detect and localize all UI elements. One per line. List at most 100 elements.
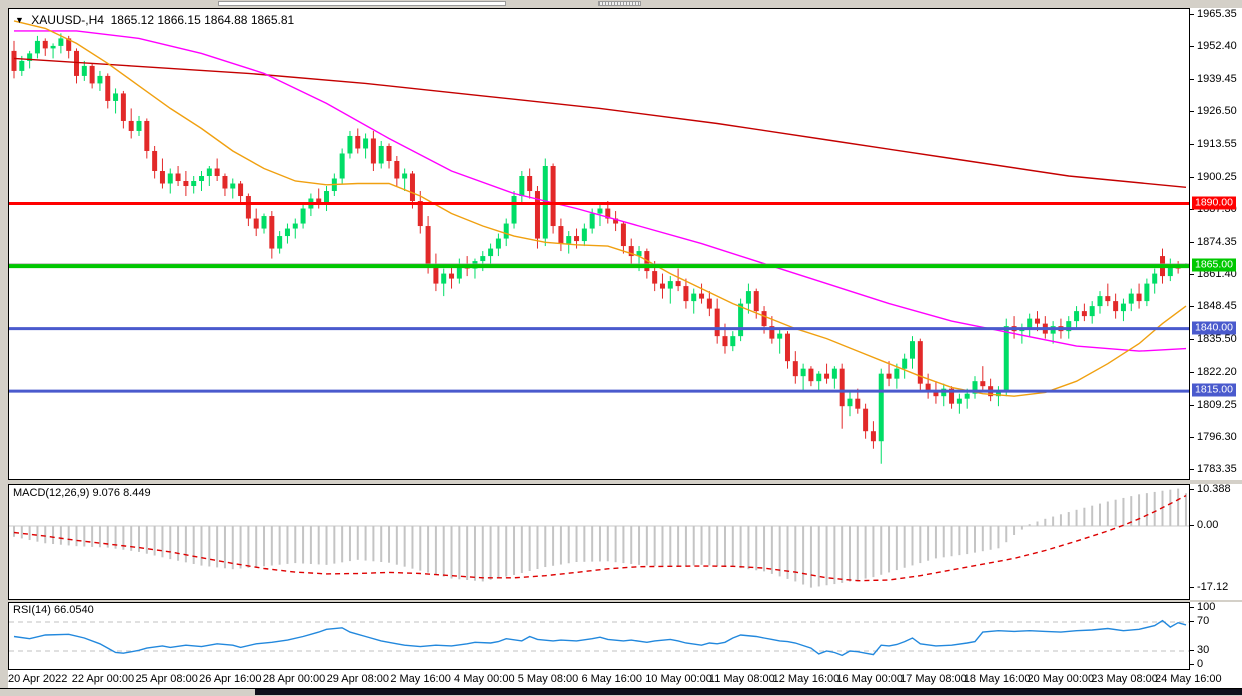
price-tick [1190,404,1194,406]
time-axis-label: 16 May 00:00 [836,673,904,685]
rsi-tick [1190,607,1194,608]
rsi-axis-label: 70 [1197,615,1210,627]
macd-histogram [13,488,1187,588]
time-axis-label: 4 May 00:00 [454,673,515,685]
candles [11,33,1189,464]
taskbar-fragment [255,689,1242,695]
macd-values: 9.076 8.449 [92,487,151,499]
time-axis-label: 24 May 16:00 [1154,673,1222,685]
price-chart-panel[interactable] [8,8,1190,480]
time-axis-label: 11 May 08:00 [708,673,775,685]
rsi-axis-label: 0 [1197,658,1204,670]
price-axis-label: 1939.45 [1197,72,1237,85]
price-axis-label: 1835.50 [1197,332,1237,345]
time-axis-label: 20 Apr 2022 [8,673,68,685]
ma-fast-orange[interactable] [13,20,1187,397]
open-value: 1865.12 [110,13,155,27]
price-axis-label: 1822.20 [1197,366,1237,379]
rsi-tick [1190,621,1194,622]
price-tick [1190,143,1194,145]
rsi-axis-label: 100 [1197,602,1216,613]
time-axis-label: 20 May 00:00 [1027,673,1095,685]
price-tick [1190,469,1194,471]
low-value: 1864.88 [204,13,248,27]
chart-title: ▼ XAUUSD-,H4 1865.12 1866.15 1864.88 186… [15,13,294,27]
macd-label: MACD(12,26,9) 9.076 8.449 [13,487,151,499]
price-tick [1190,436,1194,438]
price-tick [1190,209,1194,211]
macd-axis[interactable]: 10.388 0.00 -17.12 [1190,484,1242,600]
window-top-edge [0,0,1242,8]
macd-signal-line[interactable] [13,494,1187,582]
time-axis-label: 17 May 08:00 [900,673,967,685]
bottom-border-line [0,688,1242,689]
macd-axis-label: 10.388 [1197,484,1231,495]
price-tick [1190,111,1194,113]
price-tick [1190,176,1194,178]
rsi-label: RSI(14) 66.0540 [13,604,94,616]
macd-chart-canvas[interactable] [9,485,1190,600]
time-axis-label: 5 May 08:00 [517,673,579,685]
rsi-chart-canvas[interactable] [9,603,1190,670]
macd-tick [1190,525,1194,526]
price-tick [1190,338,1194,340]
price-axis-label: 1874.35 [1197,235,1237,248]
time-axis-label: 25 Apr 08:00 [135,673,198,685]
price-axis[interactable]: 1965.35 1952.40 1939.45 1926.50 1913.55 1900.… [1190,8,1242,480]
rsi-axis-label: 30 [1197,644,1210,656]
time-axis-label: 18 May 16:00 [963,673,1031,685]
rsi-value: 66.0540 [53,604,94,616]
price-axis-label: 1848.45 [1197,300,1237,313]
price-tick [1190,14,1194,15]
price-badge-1840.00: 1840.00 [1192,321,1236,335]
macd-axis-label: -17.12 [1197,580,1229,593]
macd-axis-label: 0.00 [1197,519,1219,531]
rsi-axis[interactable]: 100 70 30 0 [1190,602,1242,670]
dropdown-triangle-icon[interactable]: ▼ [15,15,24,25]
price-axis-label: 1900.25 [1197,170,1237,183]
time-axis-label: 2 May 16:00 [390,673,451,685]
time-axis[interactable]: 20 Apr 2022 22 Apr 00:00 25 Apr 08:00 26 Ap… [8,670,1242,688]
rsi-tick [1190,650,1194,651]
price-tick [1190,46,1194,48]
rsi-line[interactable] [13,619,1187,657]
ma-mid-magenta[interactable] [14,30,1187,352]
time-axis-label: 10 May 00:00 [645,673,712,685]
macd-tick [1190,586,1194,588]
rsi-panel[interactable] [8,602,1190,670]
time-axis-label: 29 Apr 08:00 [326,673,389,685]
window-bottom-edge [0,688,1242,696]
price-axis-label: 1926.50 [1197,105,1237,118]
time-axis-label: 6 May 16:00 [581,673,643,685]
price-axis-label: 1783.35 [1197,463,1237,476]
price-badge-1815.00: 1815.00 [1192,383,1236,397]
rsi-tick [1190,664,1194,665]
high-value: 1866.15 [157,13,201,27]
close-value: 1865.81 [250,13,295,27]
macd-panel[interactable] [8,484,1190,600]
price-tick [1190,78,1194,80]
candlestick-chart-canvas[interactable] [9,9,1190,480]
time-axis-label: 22 Apr 00:00 [71,673,135,685]
ma-slow-darkred[interactable] [13,57,1187,188]
price-tick [1190,306,1194,308]
symbol-timeframe-label: XAUUSD-,H4 [31,13,104,27]
time-axis-label: 12 May 16:00 [772,673,840,685]
price-axis-label: 1809.25 [1197,398,1237,411]
time-axis-label: 28 Apr 00:00 [262,673,326,685]
price-axis-label: 1913.55 [1197,137,1237,150]
time-axis-label: 26 Apr 16:00 [199,673,262,685]
price-badge-1865.00: 1865.00 [1192,258,1236,272]
toolbar-fragment-hatched [598,1,641,6]
price-axis-label: 1965.35 [1197,8,1237,20]
time-axis-label: 23 May 08:00 [1091,673,1158,685]
price-badge-1890.00: 1890.00 [1192,196,1236,210]
price-tick [1190,241,1194,243]
macd-tick [1190,489,1194,490]
toolbar-fragment [218,1,506,6]
price-axis-label: 1796.30 [1197,430,1237,443]
price-axis-label: 1952.40 [1197,40,1237,53]
price-tick [1190,274,1194,276]
price-tick [1190,372,1194,374]
